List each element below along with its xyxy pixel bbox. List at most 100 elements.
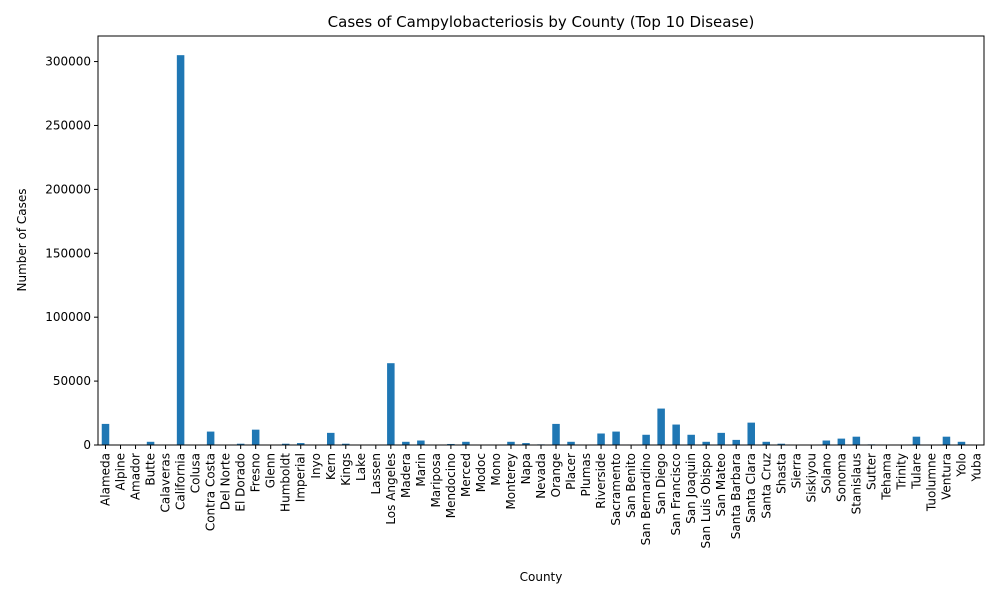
bar-monterey [507, 441, 515, 445]
bar-el-dorado [236, 443, 245, 445]
x-tick-label: Stanislaus [849, 453, 863, 514]
x-tick-label: San Luis Obispo [699, 453, 713, 548]
x-tick-label: Mono [489, 453, 503, 486]
y-axis-label: Number of Cases [15, 188, 29, 291]
x-tick-label: Napa [519, 453, 533, 484]
x-tick-label: Kern [324, 453, 338, 480]
x-tick-label: Sonoma [834, 453, 848, 502]
bar-san-joaquin [687, 434, 695, 445]
x-tick-label: Lake [354, 453, 368, 481]
x-tick-label: Tehama [879, 453, 893, 501]
y-tick-label: 100000 [45, 310, 91, 324]
chart-title: Cases of Campylobacteriosis by County (T… [328, 13, 755, 31]
x-tick-label: Nevada [534, 453, 548, 499]
x-tick-label: El Dorado [234, 453, 248, 512]
x-tick-label: Butte [144, 453, 158, 486]
x-tick-label: Alameda [99, 453, 113, 506]
x-tick-label: San Francisco [669, 453, 683, 535]
bar-tulare [912, 436, 921, 445]
x-axis-label: County [520, 570, 563, 584]
y-tick-label: 0 [83, 438, 91, 452]
y-tick-label: 300000 [45, 55, 91, 69]
x-tick-label: San Bernardino [639, 453, 653, 545]
x-tick-label: Contra Costa [204, 453, 218, 531]
x-tick-label: San Mateo [714, 453, 728, 517]
x-tick-label: Placer [564, 453, 578, 490]
bar-shasta [777, 443, 786, 445]
bar-ventura [942, 436, 951, 445]
x-axis: Alameda Alpine Amador Butte Calaveras Califor… [99, 445, 983, 548]
bar-sacramento [612, 431, 620, 445]
x-tick-label: Riverside [594, 453, 608, 509]
x-tick-label: San Joaquin [684, 453, 698, 524]
x-tick-label: Santa Cruz [759, 453, 773, 519]
x-tick-label: Plumas [579, 453, 593, 496]
bar-san-bernardino [642, 434, 650, 445]
y-tick-label: 50000 [53, 374, 91, 388]
bar-butte [146, 441, 155, 445]
bar-humboldt [281, 443, 290, 445]
x-tick-label: San Diego [654, 453, 668, 514]
x-tick-label: Alpine [114, 453, 128, 490]
x-tick-label: Siskiyou [804, 453, 818, 503]
bar-sonoma [837, 438, 846, 445]
bar-solano [822, 440, 831, 445]
bar-napa [522, 443, 530, 445]
bar-kern [327, 432, 335, 445]
y-tick-label: 150000 [45, 246, 91, 260]
x-tick-label: Imperial [294, 453, 308, 502]
bars-group [101, 55, 981, 446]
x-tick-label: Kings [339, 453, 353, 486]
bar-alameda [101, 423, 110, 445]
y-axis: 0 50000 100000 150000 200000 250000 300000 [45, 55, 98, 452]
x-tick-label: Shasta [774, 453, 788, 494]
x-tick-label: Amador [129, 453, 143, 500]
bar-orange [552, 423, 560, 445]
x-tick-label: Sacramento [609, 453, 623, 526]
bar-contra-costa [206, 431, 215, 445]
bar-imperial [296, 443, 305, 445]
bar-mendocino [447, 443, 455, 445]
x-tick-label: Santa Clara [744, 453, 758, 523]
x-tick-label: Mariposa [429, 453, 443, 508]
x-tick-label: Madera [399, 453, 413, 498]
x-tick-label: Tuolumne [924, 453, 938, 512]
x-tick-label: Orange [549, 453, 563, 497]
x-tick-label: Sierra [789, 453, 803, 488]
x-tick-label: Ventura [939, 453, 953, 500]
x-tick-label: Trinity [894, 453, 908, 491]
bar-san-mateo [717, 432, 725, 445]
x-tick-label: San Benito [624, 453, 638, 518]
bar-santa-cruz [762, 441, 771, 445]
bar-santa-clara [747, 422, 755, 445]
x-tick-label: Mendocino [444, 453, 458, 518]
x-tick-label: Glenn [264, 453, 278, 488]
bar-stanislaus [852, 436, 861, 445]
x-tick-label: Marin [414, 453, 428, 487]
x-tick-label: Yuba [969, 453, 983, 483]
x-tick-label: Inyo [309, 453, 323, 479]
x-tick-label: Lassen [369, 453, 383, 495]
x-tick-label: Merced [459, 453, 473, 497]
bar-santa-barbara [732, 439, 740, 445]
bar-madera [402, 441, 410, 445]
bar-san-luis-obispo [702, 441, 710, 445]
y-tick-label: 200000 [45, 182, 91, 196]
x-tick-label: Santa Barbara [729, 453, 743, 539]
x-tick-label: Sutter [864, 453, 878, 490]
bar-marin [417, 440, 425, 445]
x-tick-label: Colusa [189, 453, 203, 493]
x-tick-label: Calaveras [159, 453, 173, 512]
x-tick-label: Yolo [954, 453, 968, 478]
bar-riverside [597, 433, 605, 445]
x-tick-label: Los Angeles [384, 453, 398, 525]
bar-kings [342, 443, 350, 445]
plot-frame [97, 35, 985, 446]
x-tick-label: Monterey [504, 453, 518, 510]
bar-san-diego [657, 408, 665, 445]
x-tick-label: Modoc [474, 453, 488, 492]
bar-fresno [251, 429, 260, 445]
bar-california [176, 55, 185, 446]
x-tick-label: Del Norte [219, 453, 233, 510]
